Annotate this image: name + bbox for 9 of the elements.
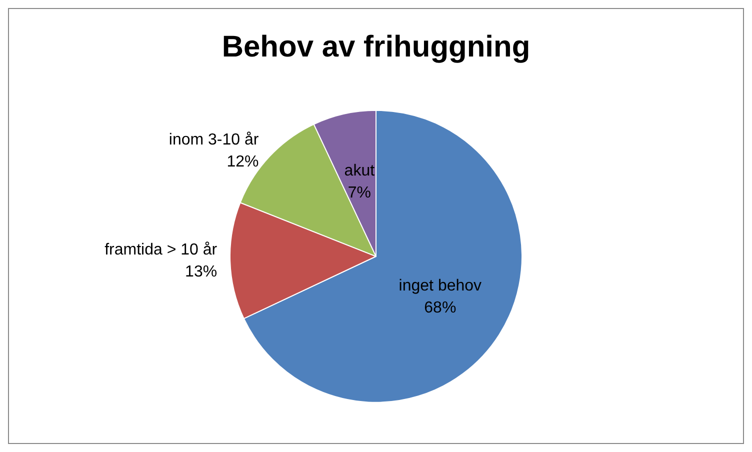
data-label: 12% xyxy=(226,153,259,170)
slice-label: framtida > 10 år xyxy=(104,242,218,259)
chart-title: Behov av frihuggning xyxy=(222,30,530,64)
data-label: 7% xyxy=(348,184,371,202)
data-label: 68% xyxy=(424,300,456,317)
slice-label: inom 3-10 år xyxy=(168,131,260,148)
data-label: 13% xyxy=(185,264,218,281)
slice-label: inget behov xyxy=(398,278,482,295)
slice-label: akut xyxy=(344,162,376,180)
